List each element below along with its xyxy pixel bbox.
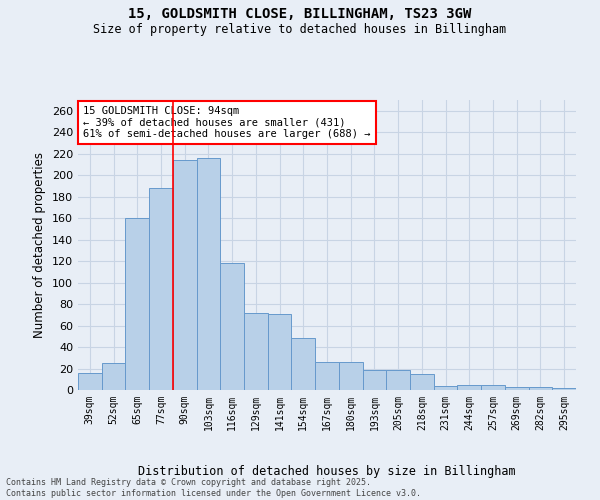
Text: Contains HM Land Registry data © Crown copyright and database right 2025.
Contai: Contains HM Land Registry data © Crown c… <box>6 478 421 498</box>
Bar <box>434 386 457 390</box>
Bar <box>78 373 102 390</box>
Bar <box>529 387 552 390</box>
Bar <box>197 158 220 390</box>
Text: Distribution of detached houses by size in Billingham: Distribution of detached houses by size … <box>138 464 516 477</box>
Bar <box>505 387 529 390</box>
Bar <box>552 388 576 390</box>
Bar <box>362 370 386 390</box>
Text: Size of property relative to detached houses in Billingham: Size of property relative to detached ho… <box>94 22 506 36</box>
Y-axis label: Number of detached properties: Number of detached properties <box>34 152 46 338</box>
Bar <box>102 363 125 390</box>
Text: 15 GOLDSMITH CLOSE: 94sqm
← 39% of detached houses are smaller (431)
61% of semi: 15 GOLDSMITH CLOSE: 94sqm ← 39% of detac… <box>83 106 370 139</box>
Bar <box>481 384 505 390</box>
Bar <box>268 314 292 390</box>
Bar <box>220 264 244 390</box>
Bar <box>410 374 434 390</box>
Text: 15, GOLDSMITH CLOSE, BILLINGHAM, TS23 3GW: 15, GOLDSMITH CLOSE, BILLINGHAM, TS23 3G… <box>128 8 472 22</box>
Bar <box>457 384 481 390</box>
Bar <box>292 338 315 390</box>
Bar <box>386 370 410 390</box>
Bar <box>244 312 268 390</box>
Bar <box>149 188 173 390</box>
Bar <box>173 160 197 390</box>
Bar <box>339 362 362 390</box>
Bar <box>315 362 339 390</box>
Bar <box>125 218 149 390</box>
